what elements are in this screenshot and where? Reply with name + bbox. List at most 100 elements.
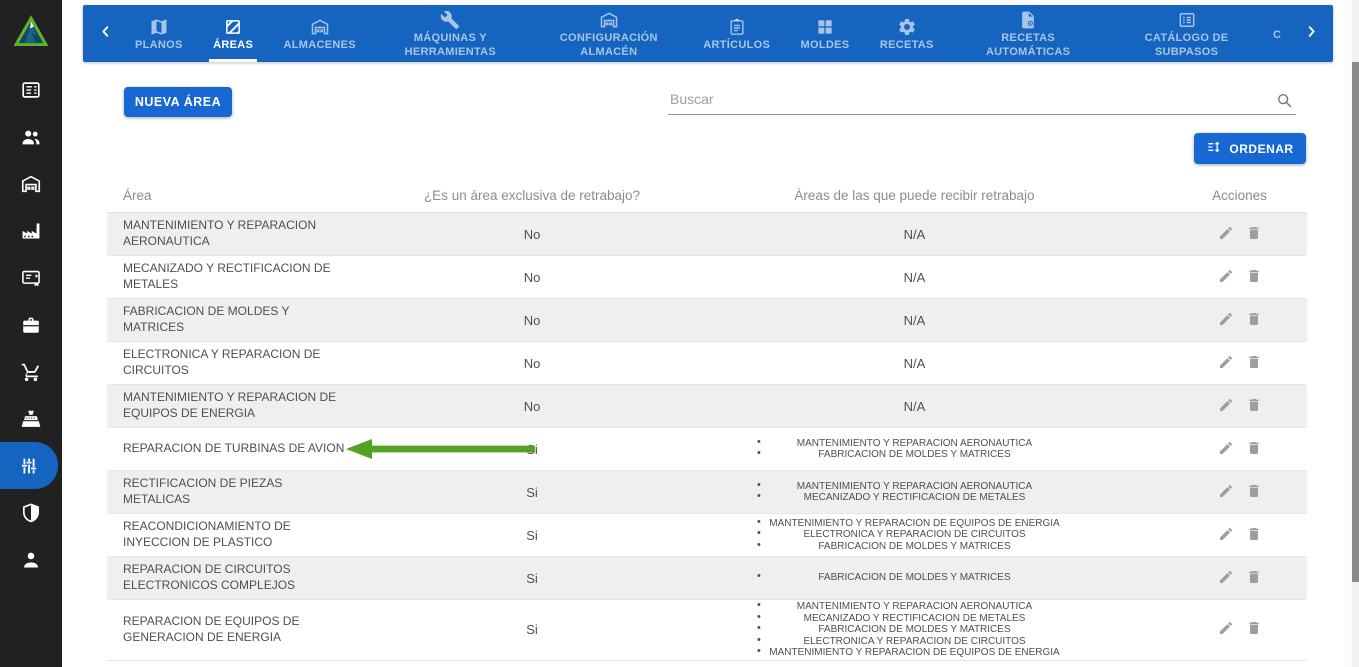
area-name: REPARACION DE EQUIPOS DE GENERACION DE E… <box>123 613 300 644</box>
delete-button[interactable] <box>1246 526 1262 545</box>
sidebar-item-account[interactable] <box>0 536 62 583</box>
search-input[interactable] <box>668 86 1296 115</box>
edit-button[interactable] <box>1218 354 1234 373</box>
pencil-icon <box>1218 311 1234 330</box>
scrollbar-thumb[interactable] <box>1352 62 1359 582</box>
trash-icon <box>1246 225 1262 244</box>
trash-icon <box>1246 354 1262 373</box>
shield-icon <box>20 502 42 524</box>
edit-button[interactable] <box>1218 440 1234 459</box>
edit-button[interactable] <box>1218 620 1234 639</box>
actions-cell <box>1172 225 1307 244</box>
tab-configuracion-almacen[interactable]: CONFIGURACIÓN ALMACÉN <box>537 5 681 62</box>
tab-planos[interactable]: PLANOS <box>127 5 191 62</box>
receives-list: FABRICACION DE MOLDES Y MATRICES <box>657 571 1172 585</box>
sidebar-item-security[interactable] <box>0 489 62 536</box>
tab-label: PLANOS <box>135 39 183 52</box>
delete-button[interactable] <box>1246 483 1262 502</box>
triangle-logo <box>9 11 53 56</box>
pencil-icon <box>1218 440 1234 459</box>
tab-articulos[interactable]: ARTÍCULOS <box>695 5 778 62</box>
trash-icon <box>1246 311 1262 330</box>
table-row: ELECTRONICA Y REPARACION DE CIRCUITOS No N… <box>107 342 1307 385</box>
tune-icon <box>18 455 40 477</box>
exclusive-value: Si <box>526 441 538 457</box>
receives-cell: MANTENIMIENTO Y REPARACION DE EQUIPOS DE… <box>657 517 1172 554</box>
tab-moldes[interactable]: MOLDES <box>793 5 858 62</box>
order-button[interactable]: ORDENAR <box>1194 133 1306 164</box>
tab-overflow[interactable]: C <box>1273 5 1289 62</box>
receives-list: MANTENIMIENTO Y REPARACION AERONAUTICAME… <box>657 600 1172 660</box>
edit-button[interactable] <box>1218 225 1234 244</box>
sidebar-item-purchases[interactable] <box>0 348 62 395</box>
new-area-button[interactable]: NUEVA ÁREA <box>124 87 232 117</box>
header-actions: Acciones <box>1212 187 1267 203</box>
edit-button[interactable] <box>1218 397 1234 416</box>
areas-table: Área ¿Es un área exclusiva de retrabajo?… <box>107 178 1307 661</box>
table-row: FABRICACION DE MOLDES Y MATRICES No N/A <box>107 299 1307 342</box>
app-logo[interactable] <box>0 0 62 66</box>
table-row: REPARACION DE CIRCUITOS ELECTRONICOS COM… <box>107 557 1307 600</box>
receives-item: MANTENIMIENTO Y REPARACION AERONAUTICA <box>657 437 1172 450</box>
scrollbar-track <box>1352 0 1359 667</box>
receives-na: N/A <box>903 398 926 414</box>
tools-icon <box>440 10 460 30</box>
edit-button[interactable] <box>1218 311 1234 330</box>
tab-areas[interactable]: ÁREAS <box>205 5 261 62</box>
warehouse-icon <box>20 173 42 195</box>
sidebar-item-toolbox[interactable] <box>0 301 62 348</box>
receives-item: MANTENIMIENTO Y REPARACION AERONAUTICA <box>657 600 1172 613</box>
delete-button[interactable] <box>1246 311 1262 330</box>
tab-maquinas-herramientas[interactable]: MÁQUINAS Y HERRAMIENTAS <box>378 5 522 62</box>
delete-button[interactable] <box>1246 397 1262 416</box>
sidebar-item-warehouse[interactable] <box>0 160 62 207</box>
tab-almacenes[interactable]: ALMACENES <box>276 5 364 62</box>
tab-strip: PLANOS ÁREAS ALMACENES MÁQUINAS Y HERRAMIEN… <box>127 5 1289 62</box>
table-row: REPARACION DE EQUIPOS DE GENERACION DE E… <box>107 600 1307 661</box>
pencil-icon <box>1218 620 1234 639</box>
delete-button[interactable] <box>1246 354 1262 373</box>
trash-icon <box>1246 569 1262 588</box>
exclusive-value: No <box>523 269 541 285</box>
actions-cell <box>1172 483 1307 502</box>
delete-button[interactable] <box>1246 569 1262 588</box>
sidebar-item-users[interactable] <box>0 113 62 160</box>
nav-scroll-right-button[interactable] <box>1289 5 1333 62</box>
receives-item: MANTENIMIENTO Y REPARACION DE EQUIPOS DE… <box>657 517 1172 530</box>
tab-label: ARTÍCULOS <box>703 39 771 52</box>
delete-button[interactable] <box>1246 225 1262 244</box>
file-gear-icon <box>1018 10 1038 30</box>
certificate-icon <box>20 267 42 289</box>
edit-button[interactable] <box>1218 569 1234 588</box>
edit-button[interactable] <box>1218 268 1234 287</box>
delete-button[interactable] <box>1246 440 1262 459</box>
sidebar-item-configuration[interactable] <box>0 442 58 489</box>
delete-button[interactable] <box>1246 268 1262 287</box>
search-icon[interactable] <box>1275 91 1294 115</box>
sidebar-item-production[interactable] <box>0 207 62 254</box>
nav-scroll-left-button[interactable] <box>83 5 127 62</box>
tab-recetas-automaticas[interactable]: RECETAS AUTOMÁTICAS <box>956 5 1100 62</box>
article-icon <box>20 79 42 101</box>
trash-icon <box>1246 268 1262 287</box>
person-icon <box>20 549 42 571</box>
sidebar-item-certificates[interactable] <box>0 254 62 301</box>
trash-icon <box>1246 397 1262 416</box>
tab-catalogo-subpasos[interactable]: CATÁLOGO DE SUBPASOS <box>1115 5 1259 62</box>
delete-button[interactable] <box>1246 620 1262 639</box>
sidebar-item-sales[interactable] <box>0 395 62 442</box>
area-name: REACONDICIONAMIENTO DE INYECCION DE PLAS… <box>123 519 291 549</box>
toolbox-icon <box>20 314 42 336</box>
actions-cell <box>1172 526 1307 545</box>
receives-cell: MANTENIMIENTO Y REPARACION AERONAUTICAME… <box>657 600 1172 660</box>
area-name: REPARACION DE CIRCUITOS ELECTRONICOS COM… <box>123 562 296 592</box>
table-row: REACONDICIONAMIENTO DE INYECCION DE PLAS… <box>107 514 1307 557</box>
tab-recetas[interactable]: RECETAS <box>872 5 942 62</box>
edit-button[interactable] <box>1218 483 1234 502</box>
receives-item: ELECTRONICA Y REPARACION DE CIRCUITOS <box>657 528 1172 541</box>
tab-label: RECETAS AUTOMÁTICAS <box>985 32 1071 58</box>
search-container <box>668 86 1296 115</box>
receives-na: N/A <box>903 312 926 328</box>
edit-button[interactable] <box>1218 526 1234 545</box>
sidebar-item-articles[interactable] <box>0 66 62 113</box>
